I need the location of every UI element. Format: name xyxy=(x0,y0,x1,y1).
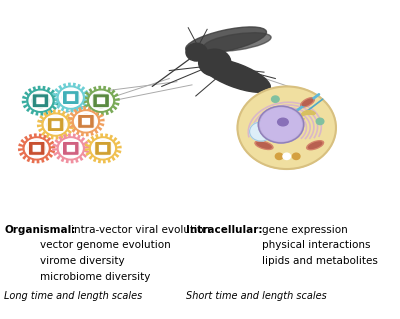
Text: Long time and length scales: Long time and length scales xyxy=(4,291,143,301)
Circle shape xyxy=(57,137,84,160)
Text: gene expression: gene expression xyxy=(262,225,348,234)
Text: virome diversity: virome diversity xyxy=(40,256,125,266)
Circle shape xyxy=(90,91,112,110)
Text: Short time and length scales: Short time and length scales xyxy=(186,291,327,301)
Circle shape xyxy=(316,118,324,124)
Circle shape xyxy=(93,94,110,108)
Circle shape xyxy=(60,139,82,158)
Ellipse shape xyxy=(201,58,270,92)
Text: intra-vector viral evolution: intra-vector viral evolution xyxy=(71,225,210,234)
FancyBboxPatch shape xyxy=(98,145,108,152)
Circle shape xyxy=(78,115,94,128)
Circle shape xyxy=(186,43,207,61)
Text: physical interactions: physical interactions xyxy=(262,241,370,250)
Ellipse shape xyxy=(257,142,271,148)
FancyBboxPatch shape xyxy=(66,94,75,101)
FancyBboxPatch shape xyxy=(81,118,90,125)
Circle shape xyxy=(57,86,84,109)
Ellipse shape xyxy=(307,141,324,150)
Ellipse shape xyxy=(302,99,313,106)
Ellipse shape xyxy=(255,141,273,150)
Circle shape xyxy=(62,91,79,105)
Circle shape xyxy=(238,86,336,169)
Text: microbiome diversity: microbiome diversity xyxy=(40,272,151,282)
Text: Organismal:: Organismal: xyxy=(4,225,76,234)
Ellipse shape xyxy=(258,106,304,143)
FancyBboxPatch shape xyxy=(36,97,45,105)
Circle shape xyxy=(275,153,283,160)
Circle shape xyxy=(32,94,49,108)
Circle shape xyxy=(47,118,64,131)
Ellipse shape xyxy=(199,49,231,76)
Circle shape xyxy=(250,122,272,141)
Circle shape xyxy=(292,153,300,160)
FancyBboxPatch shape xyxy=(32,94,49,108)
FancyBboxPatch shape xyxy=(66,145,75,152)
FancyBboxPatch shape xyxy=(28,141,45,155)
Ellipse shape xyxy=(204,33,271,51)
Text: Intracellular:: Intracellular: xyxy=(186,225,263,234)
Circle shape xyxy=(60,88,82,107)
Circle shape xyxy=(62,141,79,155)
Circle shape xyxy=(28,141,45,155)
Ellipse shape xyxy=(278,118,288,126)
Ellipse shape xyxy=(260,108,302,141)
Ellipse shape xyxy=(186,27,266,54)
Circle shape xyxy=(72,110,100,133)
Circle shape xyxy=(25,139,48,158)
Text: lipids and metabolites: lipids and metabolites xyxy=(262,256,378,266)
Circle shape xyxy=(74,112,97,131)
FancyBboxPatch shape xyxy=(47,118,64,131)
FancyBboxPatch shape xyxy=(62,141,79,155)
FancyBboxPatch shape xyxy=(78,115,94,128)
FancyBboxPatch shape xyxy=(32,145,41,152)
Circle shape xyxy=(27,89,54,112)
FancyBboxPatch shape xyxy=(95,141,111,155)
Text: vector genome evolution: vector genome evolution xyxy=(40,241,171,250)
Circle shape xyxy=(88,89,115,112)
Circle shape xyxy=(44,115,67,134)
Circle shape xyxy=(42,113,69,136)
Circle shape xyxy=(92,139,114,158)
FancyBboxPatch shape xyxy=(96,97,106,105)
FancyBboxPatch shape xyxy=(93,94,110,108)
Circle shape xyxy=(23,137,50,160)
Circle shape xyxy=(272,96,279,102)
Circle shape xyxy=(95,141,111,155)
Ellipse shape xyxy=(308,142,322,148)
Circle shape xyxy=(29,91,52,110)
FancyBboxPatch shape xyxy=(51,121,60,128)
FancyBboxPatch shape xyxy=(62,91,79,105)
Ellipse shape xyxy=(301,98,314,107)
Circle shape xyxy=(283,153,290,160)
Circle shape xyxy=(89,137,117,160)
